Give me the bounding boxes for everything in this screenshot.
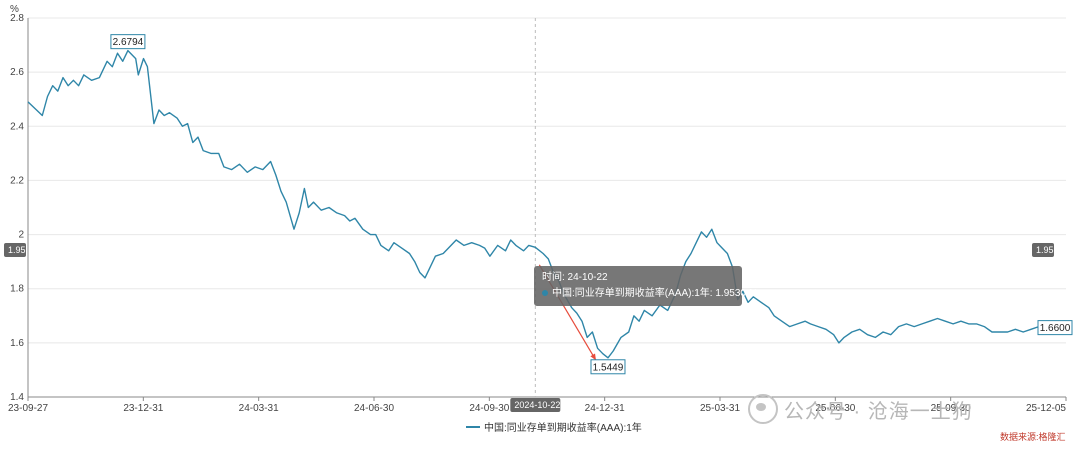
tooltip-series-label: 中国:同业存单到期收益率(AAA):1年: <box>552 288 713 299</box>
hover-tooltip: 时间: 24-10-22 中国:同业存单到期收益率(AAA):1年: 1.953… <box>534 266 758 306</box>
legend[interactable]: 中国:同业存单到期收益率(AAA):1年 <box>466 419 642 434</box>
x-tick-label: 24-12-31 <box>585 403 625 414</box>
x-tick-label: 25-12-05 <box>1026 403 1066 414</box>
x-tick-label: 24-03-31 <box>239 403 279 414</box>
yield-series-line[interactable] <box>27 49 1066 359</box>
callout-label: 1.6600 <box>1040 323 1071 334</box>
watermark-text: 公众号 · 沧海一土狗 <box>784 400 973 423</box>
y-tick-label: 2.6 <box>10 67 24 78</box>
svg-text:1.95: 1.95 <box>1036 245 1054 255</box>
x-tick-label: 25-09-30 <box>931 403 971 414</box>
x-tick-label: 25-06-30 <box>815 403 855 414</box>
y-tick-labels: 1.4 1.6 1.8 2 2.2 2.4 2.6 2.8 <box>10 13 24 403</box>
y-unit-label: % <box>10 4 19 15</box>
wechat-icon <box>748 394 778 424</box>
y-tick-label: 2 <box>18 230 24 241</box>
callout-box <box>590 359 626 375</box>
svg-text:2024-10-22: 2024-10-22 <box>514 400 560 410</box>
x-tick-label: 23-12-31 <box>123 403 163 414</box>
tooltip-series-row: 中国:同业存单到期收益率(AAA):1年: 1.9530 % <box>542 286 758 302</box>
tooltip-unit: % <box>748 288 758 299</box>
annotation-arrow-head <box>590 353 596 361</box>
x-tick-labels: 23-09-27 23-12-31 24-03-31 24-06-30 24-09-30… <box>8 397 1067 414</box>
x-tick-label: 25-03-31 <box>700 403 740 414</box>
tooltip-time: 时间: 24-10-22 <box>542 272 608 283</box>
value-callouts: 2.6794 1.5449 1.6600 <box>110 34 1073 375</box>
svg-text:1.95: 1.95 <box>8 245 26 255</box>
callout-box <box>110 34 146 50</box>
y-crosshair-badge-left: 1.95 <box>4 243 26 257</box>
x-crosshair-badge: 2024-10-22 <box>510 398 560 412</box>
y-tick-label: 2.8 <box>10 13 24 24</box>
grid-lines <box>28 17 1066 398</box>
tooltip-value: 1.9530 <box>715 288 746 299</box>
y-tick-label: 2.2 <box>10 175 24 186</box>
legend-swatch-icon <box>466 425 480 428</box>
y-tick-label: 1.8 <box>10 284 24 295</box>
watermark: 公众号 · 沧海一土狗 <box>748 394 973 424</box>
callout-label: 1.5449 <box>593 362 624 373</box>
y-tick-label: 1.4 <box>10 392 24 403</box>
x-tick-label: 24-09-30 <box>469 403 509 414</box>
callout-box <box>1037 320 1073 336</box>
y-crosshair-badge-right: 1.95 <box>1032 243 1054 257</box>
source-logo: 数据来源:格隆汇 <box>1000 432 1066 442</box>
y-tick-label: 2.4 <box>10 121 24 132</box>
y-tick-label: 1.6 <box>10 338 24 349</box>
x-tick-label: 23-09-27 <box>8 403 48 414</box>
series-dot-icon <box>542 290 548 297</box>
callout-label: 2.6794 <box>113 37 144 48</box>
legend-label: 中国:同业存单到期收益率(AAA):1年 <box>484 423 642 434</box>
x-tick-label: 24-06-30 <box>354 403 394 414</box>
